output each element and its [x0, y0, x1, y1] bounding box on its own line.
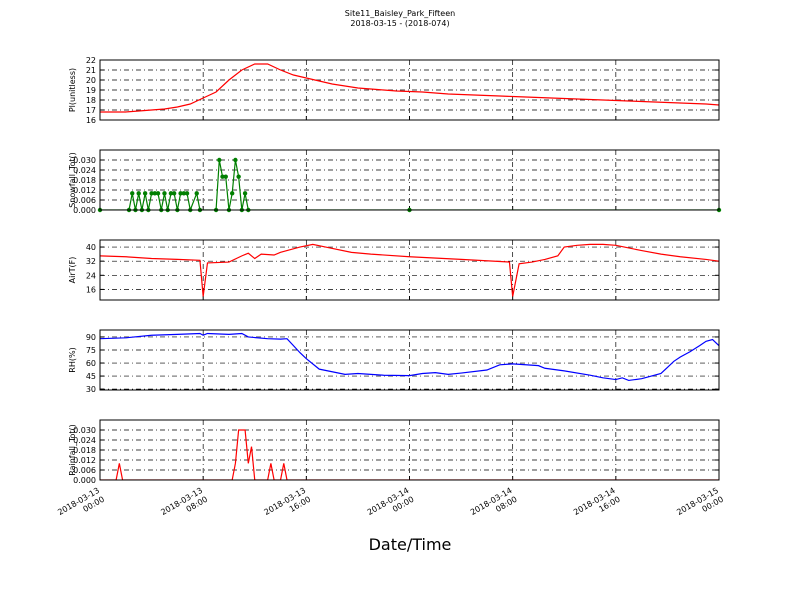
data-point [171, 191, 177, 196]
data-point [149, 191, 154, 196]
plot-frame [99, 239, 720, 301]
plot-frame [99, 59, 720, 121]
y-tick-label: 16 [86, 116, 96, 125]
data-point [184, 191, 190, 196]
data-point [242, 191, 248, 196]
data-point [233, 157, 238, 163]
data-point [220, 174, 225, 179]
y-tick-label: 75 [86, 346, 96, 355]
y-tick-label: 18 [86, 96, 96, 105]
y-tick-label: 0.000 [73, 476, 96, 485]
y-tick-label: 0.024 [73, 436, 96, 445]
y-axis-label: RH(%) [68, 347, 77, 372]
x-tick-label: 2018-03-1500:00 [675, 486, 725, 526]
data-point [130, 191, 135, 196]
y-tick-label: 21 [86, 66, 96, 75]
data-line [100, 429, 719, 480]
data-point [162, 191, 167, 196]
x-tick-label: 2018-03-1308:00 [159, 486, 209, 526]
data-point [223, 174, 228, 179]
y-tick-label: 0.018 [73, 446, 96, 455]
plot-frame [99, 149, 720, 211]
data-point [178, 191, 183, 196]
y-tick-label: 0.000 [73, 206, 96, 215]
y-tick-label: 0.006 [73, 196, 96, 205]
y-tick-label: 45 [86, 372, 96, 381]
y-tick-label: 0.030 [73, 156, 96, 165]
data-point [142, 191, 148, 196]
data-point [194, 191, 199, 196]
y-tick-label: 19 [86, 86, 96, 95]
y-axis-label: Pl(unitless) [68, 68, 77, 112]
plot-frame [99, 329, 720, 391]
data-point [152, 191, 158, 196]
y-tick-label: 0.018 [73, 176, 96, 185]
data-point [136, 191, 141, 196]
x-tick-label: 2018-03-1416:00 [572, 486, 622, 526]
x-tick-label: 2018-03-1316:00 [263, 486, 313, 526]
y-axis-label: AirT(F) [68, 257, 77, 284]
y-tick-label: 24 [86, 271, 96, 280]
plot-frame [99, 419, 720, 481]
chart-subtitle: 2018-03-15 - (2018-074) [350, 19, 449, 28]
y-tick-label: 30 [86, 385, 96, 394]
chart-title: Site11_Baisley_Park_Fifteen [345, 9, 455, 18]
data-point [155, 191, 161, 196]
data-point [168, 191, 174, 196]
x-tick-label: 2018-03-1408:00 [469, 486, 519, 526]
y-tick-label: 32 [86, 257, 96, 266]
y-tick-label: 22 [86, 56, 96, 65]
data-point [181, 191, 187, 196]
data-line [100, 243, 719, 297]
data-point [217, 157, 222, 163]
y-tick-label: 0.024 [73, 166, 96, 175]
data-line [100, 63, 719, 113]
y-tick-label: 90 [86, 333, 96, 342]
y-tick-label: 20 [86, 76, 96, 85]
y-tick-label: 40 [86, 243, 96, 252]
y-tick-label: 0.030 [73, 426, 96, 435]
y-tick-label: 0.012 [73, 186, 96, 195]
y-axis-label: Snowfall_Tot() [68, 152, 77, 208]
y-tick-label: 0.006 [73, 466, 96, 475]
x-tick-label: 2018-03-1300:00 [56, 486, 106, 526]
y-tick-label: 0.012 [73, 456, 96, 465]
y-tick-label: 16 [86, 285, 96, 294]
y-axis-label: Rainfall_Tot() [68, 424, 77, 476]
data-point [229, 191, 235, 196]
y-tick-label: 60 [86, 359, 96, 368]
data-line [100, 332, 719, 382]
y-tick-label: 17 [86, 106, 96, 115]
x-tick-label: 2018-03-1400:00 [366, 486, 416, 526]
data-point [236, 174, 241, 179]
x-axis-label: Date/Time [369, 535, 452, 554]
